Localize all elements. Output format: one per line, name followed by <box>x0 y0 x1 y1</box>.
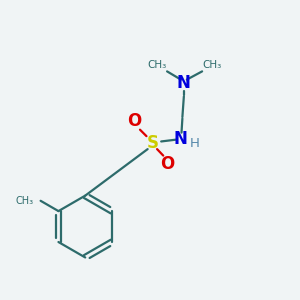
Text: H: H <box>190 137 200 150</box>
Text: CH₃: CH₃ <box>202 60 221 70</box>
Text: O: O <box>160 155 175 173</box>
Text: CH₃: CH₃ <box>148 60 167 70</box>
Text: CH₃: CH₃ <box>16 196 34 206</box>
Text: S: S <box>147 134 159 152</box>
Text: O: O <box>128 112 142 130</box>
Text: N: N <box>174 130 188 148</box>
Text: N: N <box>177 74 191 92</box>
